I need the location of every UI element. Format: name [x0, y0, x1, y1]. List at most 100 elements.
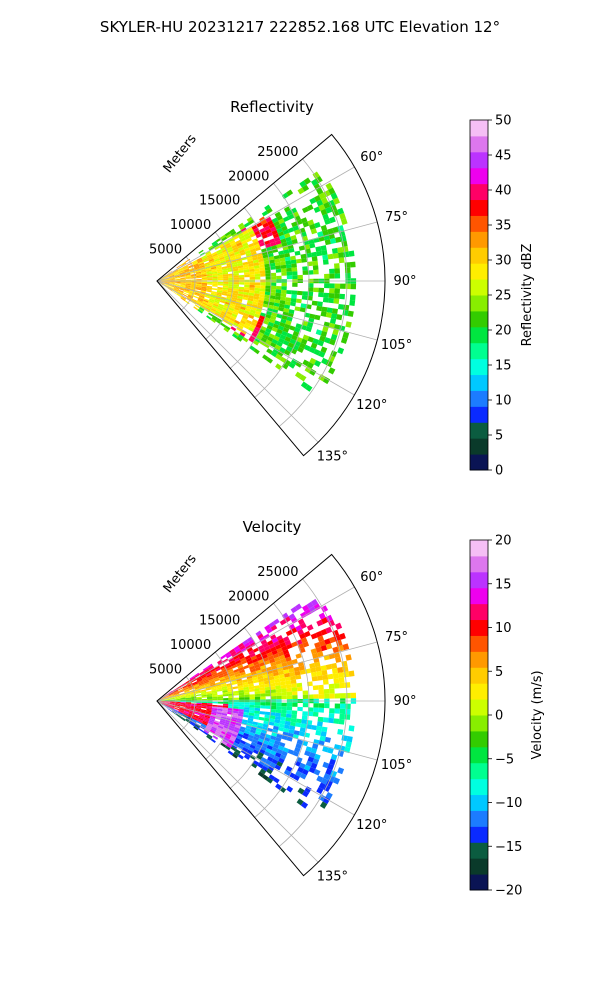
- field-cell: [288, 667, 295, 673]
- field-cell: [279, 257, 286, 262]
- field-cell: [302, 221, 310, 228]
- field-cell: [214, 258, 220, 262]
- field-cell: [270, 661, 277, 667]
- field-cell: [194, 292, 200, 296]
- field-cell: [212, 698, 218, 701]
- field-cell: [191, 719, 197, 724]
- field-cell: [247, 300, 253, 305]
- field-cell: [249, 284, 255, 288]
- field-cell: [282, 649, 290, 655]
- field-cell: [267, 655, 275, 661]
- field-cell: [235, 659, 242, 665]
- field-cell: [334, 273, 341, 279]
- field-cell: [204, 295, 211, 299]
- field-cell: [246, 237, 252, 243]
- field-cell: [269, 682, 276, 687]
- field-cell: [315, 329, 323, 336]
- field-cell: [241, 659, 248, 665]
- field-cell: [173, 269, 179, 273]
- field-cell: [238, 706, 245, 710]
- field-cell: [233, 331, 240, 337]
- field-cell: [179, 271, 185, 274]
- field-cell: [196, 281, 202, 283]
- field-cell: [285, 264, 292, 269]
- field-cell: [258, 258, 264, 263]
- field-cell: [193, 683, 199, 687]
- field-cell: [257, 762, 264, 769]
- field-cell: [237, 232, 244, 238]
- field-cell: [230, 746, 237, 752]
- field-cell: [196, 694, 202, 696]
- field-cell: [201, 276, 207, 278]
- field-cell: [255, 696, 261, 700]
- colorbar-swatch: [470, 762, 488, 780]
- field-cell: [276, 341, 283, 347]
- field-cell: [263, 225, 271, 231]
- field-cell: [185, 273, 191, 276]
- field-cell: [180, 296, 186, 301]
- field-cell: [169, 694, 175, 697]
- field-cell: [244, 707, 250, 710]
- field-cell: [300, 801, 309, 809]
- field-cell: [312, 260, 319, 266]
- colorbar-swatch: [470, 635, 488, 652]
- field-cell: [343, 304, 350, 311]
- field-cell: [311, 300, 318, 306]
- field-cell: [201, 281, 208, 284]
- field-cell: [200, 270, 207, 273]
- radial-tick-label: 20000: [228, 169, 269, 184]
- field-cell: [234, 319, 241, 325]
- field-cell: [202, 720, 208, 725]
- field-cell: [260, 219, 268, 225]
- colorbar-tick-label: 10: [495, 621, 512, 636]
- field-cell: [252, 238, 258, 243]
- field-cell: [324, 638, 331, 645]
- field-cell: [271, 758, 279, 765]
- field-cell: [275, 752, 282, 758]
- field-cell: [314, 753, 321, 760]
- field-cell: [239, 702, 245, 705]
- field-cell: [248, 639, 255, 645]
- field-cell: [201, 675, 207, 679]
- field-cell: [234, 253, 241, 258]
- field-cell: [183, 292, 189, 296]
- field-cell: [259, 270, 266, 274]
- field-cell: [168, 692, 174, 696]
- field-cell: [350, 283, 357, 290]
- field-cell: [173, 289, 179, 293]
- field-cell: [237, 642, 244, 648]
- field-cell: [224, 721, 231, 726]
- field-cell: [164, 282, 170, 284]
- field-cell: [229, 725, 235, 730]
- field-cell: [249, 665, 256, 671]
- field-cell: [241, 679, 248, 683]
- field-cell: [264, 266, 271, 271]
- field-cell: [199, 265, 205, 268]
- field-cell: [159, 280, 165, 281]
- field-cell: [290, 234, 297, 241]
- field-cell: [169, 704, 175, 707]
- field-cell: [305, 384, 313, 392]
- field-cell: [195, 287, 202, 290]
- field-cell: [281, 192, 289, 200]
- field-cell: [248, 266, 255, 270]
- field-cell: [173, 709, 179, 713]
- field-cell: [327, 253, 334, 260]
- field-cell: [252, 319, 258, 324]
- field-cell: [319, 640, 326, 647]
- field-cell: [270, 762, 277, 768]
- field-cell: [238, 730, 245, 736]
- reflectivity-title: Reflectivity: [230, 98, 314, 116]
- field-cell: [243, 754, 250, 760]
- azimuth-tick-label: 120°: [356, 398, 387, 413]
- field-cell: [174, 703, 181, 706]
- field-cell: [272, 743, 280, 749]
- field-cell: [254, 690, 261, 695]
- colorbar-tick-label: −15: [495, 840, 522, 855]
- field-cell: [212, 253, 218, 257]
- field-cell: [281, 709, 287, 714]
- field-cell: [292, 330, 300, 337]
- field-cell: [223, 252, 230, 257]
- field-cell: [202, 300, 208, 305]
- field-cell: [294, 670, 301, 676]
